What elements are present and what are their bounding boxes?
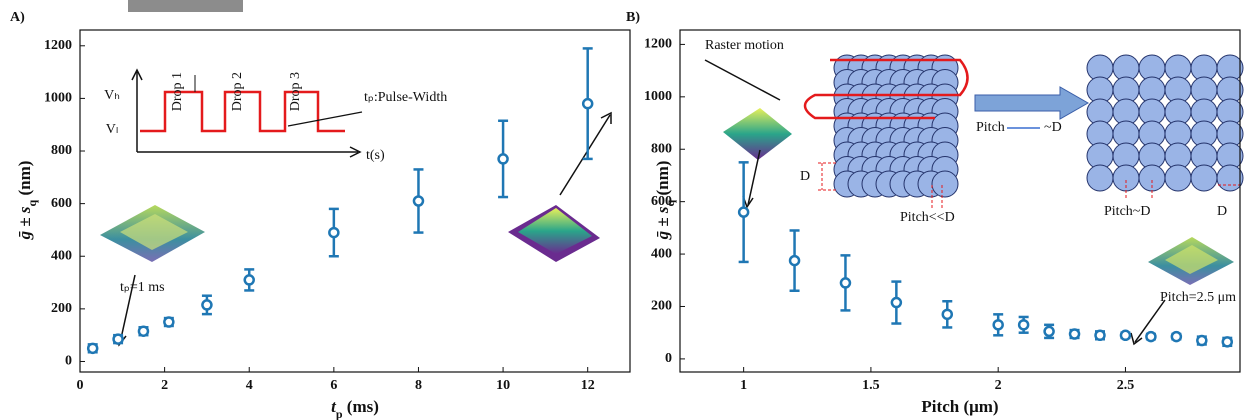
point [737,206,750,218]
point [86,342,99,355]
x-tick-label: 2 [161,378,168,393]
x-axis-label-part: (ms) [343,397,379,416]
y-tick-label: 0 [665,351,672,366]
point [163,316,175,328]
point [890,296,903,309]
point [1145,330,1157,343]
annotation: Drop 1 [170,72,185,111]
y-tick-label: 1200 [644,37,672,52]
x-tick-label: 4 [246,378,253,393]
y-tick-label: 0 [65,354,72,369]
y-axis-label-part: (nm) [15,161,34,200]
point [137,325,150,337]
y-axis-label-part: ḡ ± s [15,206,34,240]
x-axis-label-part: Pitch (μm) [921,397,998,416]
x-tick-label: 0 [77,378,84,393]
y-axis-label-part: (nm) [653,161,672,200]
y-tick-label: 800 [651,141,672,156]
annotation: Pitch<<D [900,210,955,225]
y-tick-label: 1200 [44,38,72,53]
y-axis-label: ḡ ± sq (nm) [653,161,677,241]
point [328,226,340,239]
y-axis-label-part: q [25,199,39,206]
point [412,195,425,207]
plot-frame [679,29,1241,373]
point [1170,330,1183,343]
x-tick-label: 2 [995,378,1002,393]
annotation: Pitch~D [1104,204,1150,219]
x-tick-label: 10 [496,378,510,393]
y-tick-label: 200 [51,301,72,316]
point [497,153,509,165]
disk [1164,164,1192,192]
point [201,299,213,311]
redaction [128,0,243,12]
y-tick-label: 800 [51,143,72,158]
annotation: Vₗ [106,122,118,137]
y-tick-label: 1000 [644,89,672,104]
point [1017,319,1030,331]
point [941,308,954,321]
y-tick-label: 400 [51,248,72,263]
point [788,254,801,267]
disk [931,170,959,198]
disk [1216,164,1244,192]
point [112,333,124,345]
point [1119,329,1132,342]
annotation: D [1217,204,1227,219]
y-tick-label: 600 [51,196,72,211]
x-tick-label: 1 [740,378,747,393]
panel-label: A) [10,10,25,25]
x-tick-label: 6 [330,378,337,393]
annotation: t(s) [366,148,385,163]
x-axis-label: Pitch (μm) [921,397,998,416]
y-axis-label-part: q [663,199,677,206]
point [1043,325,1055,338]
y-tick-label: 200 [651,299,672,314]
y-axis-label-part: ḡ ± s [653,206,672,240]
point [992,319,1004,331]
point [581,97,594,110]
pitch-diagram [833,54,1244,198]
annotation: ~D [1044,120,1062,135]
y-tick-label: 600 [651,194,672,209]
disk [1086,164,1114,192]
annotation: Drop 2 [230,72,245,111]
point [243,274,255,286]
annotation: Vₕ [104,88,120,103]
x-tick-label: 8 [415,378,422,393]
point [1196,334,1208,347]
y-tick-label: 400 [651,246,672,261]
point [1068,328,1081,340]
y-axis-label: ḡ ± sq (nm) [15,161,39,241]
x-axis-label-part: p [336,407,343,420]
annotation: tₚ=1 ms [120,280,165,295]
annotation: tₚ:Pulse-Width [364,90,447,105]
disk [1190,164,1218,192]
x-axis-label: tp (ms) [331,397,379,420]
annotation: Pitch=2.5 μm [1160,290,1236,305]
x-tick-label: 1.5 [862,378,880,393]
annotation: D [800,169,810,184]
annotation: Raster motion [705,38,784,53]
plot-frame [79,29,631,373]
x-tick-label: 2.5 [1117,378,1135,393]
pitch-diagram-lines [803,58,1240,210]
point [1221,336,1234,348]
point [839,277,852,289]
surface-images [100,108,1234,285]
y-tick-label: 1000 [44,91,72,106]
panel-label: B) [626,10,640,25]
x-axis-label-part: t [331,397,337,416]
pulse-inset [131,68,363,158]
point [1094,329,1106,342]
annotation: Drop 3 [288,72,303,111]
x-tick-label: 12 [581,378,595,393]
annotation: Pitch [976,120,1005,135]
